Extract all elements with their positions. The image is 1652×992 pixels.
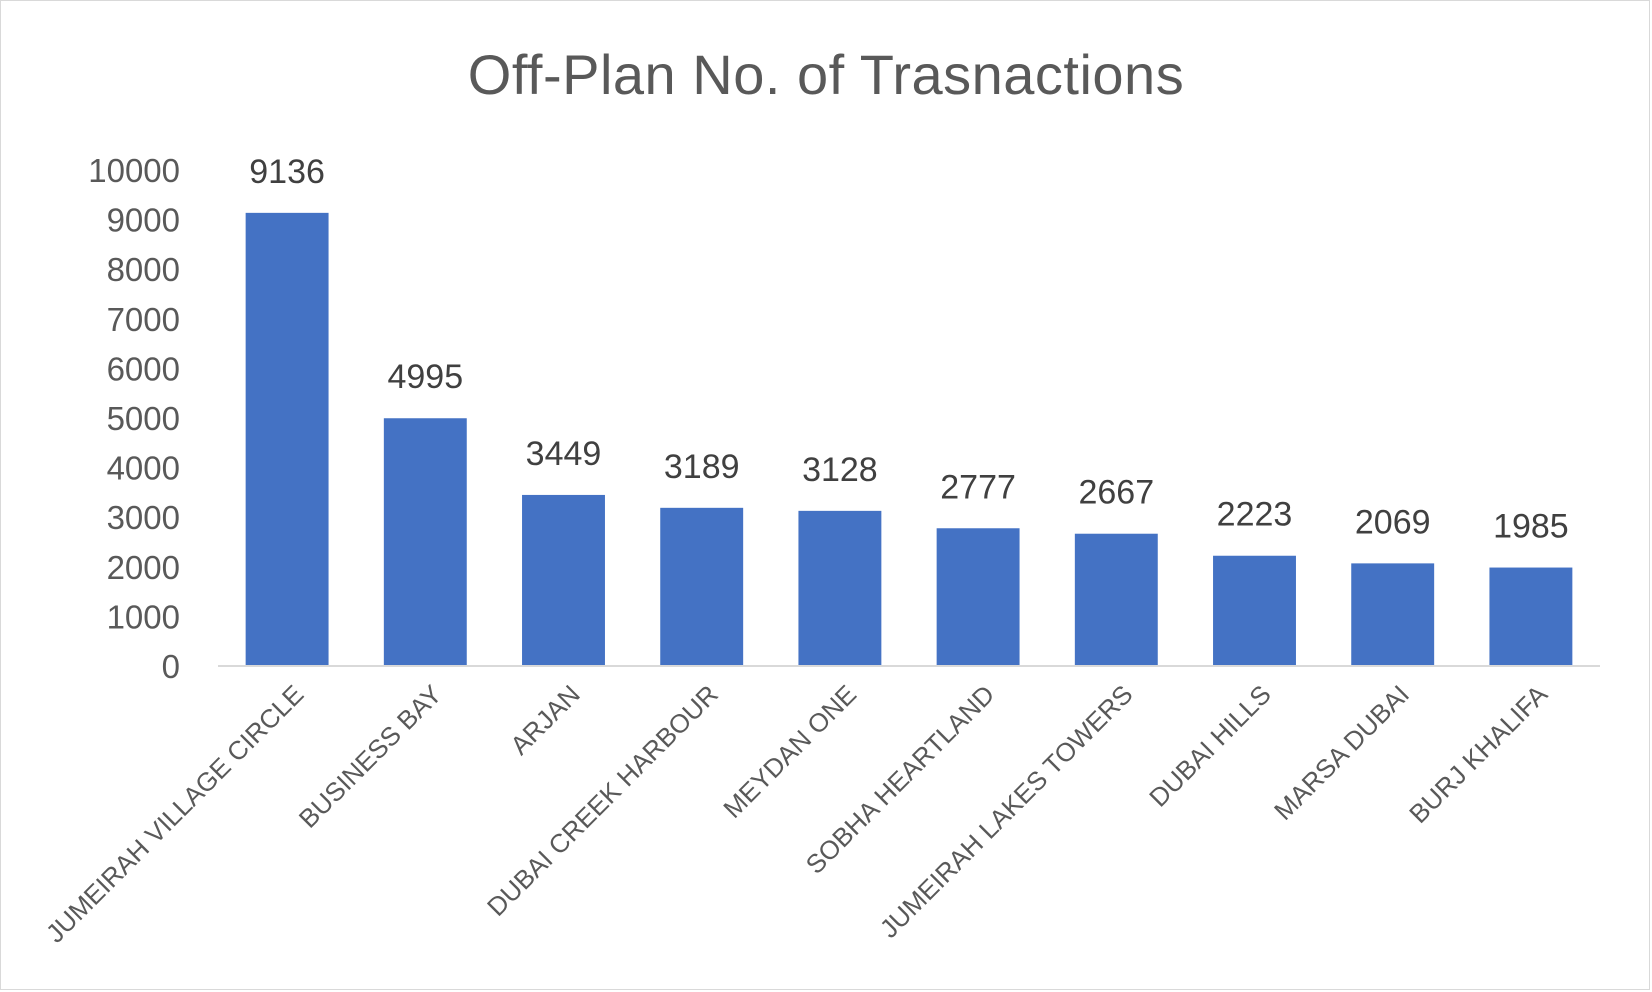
data-label: 2667 (1078, 474, 1154, 512)
data-label: 1985 (1493, 508, 1569, 546)
y-tick-label: 8000 (107, 251, 180, 288)
bar (1489, 567, 1573, 666)
data-labels: 9136 4995 3449 3189 3128 2777 2667 2223 2069 1985 (249, 153, 1568, 546)
bar (383, 418, 467, 666)
bar (660, 507, 744, 666)
y-tick-label: 0 (162, 648, 180, 685)
bars (245, 212, 1573, 666)
y-tick-label: 10000 (88, 152, 180, 189)
category-label: BUSINESS BAY (293, 679, 448, 834)
data-label: 2777 (940, 468, 1016, 506)
bar (798, 510, 882, 666)
bar (936, 528, 1020, 666)
data-label: 4995 (387, 358, 463, 396)
data-label: 9136 (249, 153, 325, 191)
category-label: MARSA DUBAI (1268, 679, 1415, 826)
y-tick-label: 2000 (107, 549, 180, 586)
category-label: ARJAN (504, 679, 585, 760)
category-label: DUBAI CREEK HARBOUR (481, 679, 724, 922)
y-tick-label: 4000 (107, 450, 180, 487)
y-tick-label: 5000 (107, 400, 180, 437)
data-label: 3189 (664, 448, 740, 486)
data-label: 3128 (802, 451, 878, 489)
chart-title: Off-Plan No. of Trasnactions (467, 43, 1185, 106)
bar (245, 212, 329, 666)
y-tick-label: 7000 (107, 301, 180, 338)
data-label: 2069 (1355, 503, 1431, 541)
y-tick-label: 9000 (107, 202, 180, 239)
category-label: BURJ KHALIFA (1403, 679, 1553, 829)
category-label: MEYDAN ONE (717, 679, 862, 824)
bar (522, 494, 605, 666)
y-tick-label: 6000 (107, 350, 180, 387)
bar (1213, 555, 1296, 666)
y-axis-ticks: 0 1000 2000 3000 4000 5000 6000 7000 8000 9000 100… (88, 152, 180, 685)
bar (1351, 563, 1435, 666)
y-tick-label: 1000 (107, 598, 180, 635)
category-label: DUBAI HILLS (1143, 679, 1277, 813)
category-label: JUMEIRAH VILLAGE CIRCLE (40, 679, 309, 948)
category-label: JUMEIRAH LAKES TOWERS (874, 679, 1139, 944)
bar (1074, 533, 1158, 666)
data-label: 3449 (526, 435, 602, 473)
y-tick-label: 3000 (107, 499, 180, 536)
data-label: 2223 (1217, 496, 1293, 534)
